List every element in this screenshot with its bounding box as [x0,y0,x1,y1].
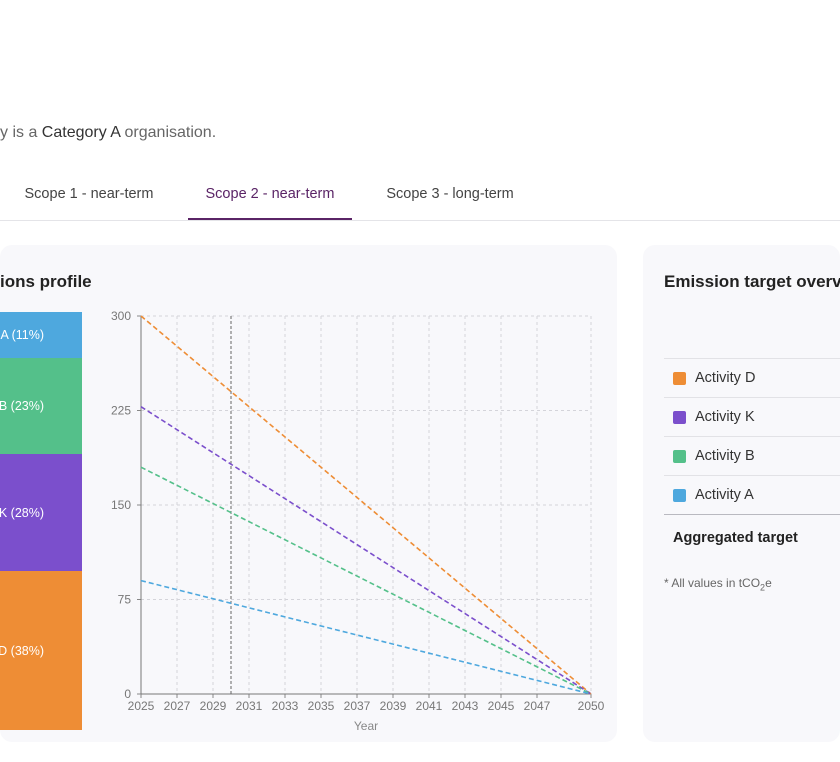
row-label: Activity B [695,448,755,464]
intro-suffix: organisation. [120,124,217,141]
swatch-icon [673,371,686,385]
row-label: Activity D [695,370,756,386]
swatch-icon [673,410,686,424]
x-tick-label: 2035 [308,699,335,713]
x-tick-label: 2029 [200,699,227,713]
emission-reduction-chart: 2025 2027 2029 2031 2033 2035 2037 2039 2041 2043… [111,309,605,733]
x-tick-label: 2043 [452,699,479,713]
x-tick-label: 2033 [272,699,299,713]
series-line [140,579,592,695]
scope-tabs: Scope 1 - near-term Scope 2 - near-term … [0,178,840,221]
x-axis-title: Year [354,719,378,733]
footnote-suffix: e [765,576,772,590]
y-tick-label: 300 [111,309,131,323]
x-tick-label: 2050 [578,699,605,713]
y-tick-label: 0 [124,687,131,701]
profile-card-title: ions profile [0,272,92,291]
table-row: Activity B [664,437,840,476]
row-label: Activity K [695,409,755,425]
intro-category: Category A [41,124,121,141]
stack-segment-k: K (28%) [0,454,82,571]
stack-segment-d: D (38%) [0,571,82,730]
x-tick-label: 2027 [164,699,191,713]
footnote-subscript: 2 [760,582,766,593]
x-tick-label: 2031 [236,699,263,713]
table-row: Activity A [664,476,840,515]
x-tick-label: 2025 [128,699,155,713]
tab-scope-3[interactable]: Scope 3 - long-term [386,186,514,202]
intro-text: y is a Category A organisation. [0,124,216,142]
x-tick-label: 2039 [380,699,407,713]
swatch-icon [673,449,686,463]
stack-segment-b: B (23%) [0,358,82,454]
series-line [140,466,592,695]
x-tick-label: 2041 [416,699,443,713]
y-tick-label: 75 [118,593,132,607]
stack-segment-a: A (11%) [0,312,82,358]
y-tick-label: 150 [111,498,131,512]
tab-scope-1[interactable]: Scope 1 - near-term [24,186,154,202]
intro-prefix: y is a [0,124,42,141]
series-line [140,315,592,695]
x-tick-label: 2045 [488,699,515,713]
y-tick-label: 225 [111,404,131,418]
series-line [140,406,592,695]
table-row: Activity D [664,359,840,398]
tab-scope-2[interactable]: Scope 2 - near-term [188,178,352,220]
target-card-title: Emission target overvi [664,272,840,291]
row-label: Activity A [695,487,754,503]
table-top-divider [664,358,840,359]
x-tick-label: 2037 [344,699,371,713]
swatch-icon [673,488,686,502]
table-row: Activity K [664,398,840,437]
units-footnote: * All values in tCO2e [664,576,772,592]
footnote-prefix: * All values in tCO [664,576,761,590]
x-tick-label: 2047 [524,699,551,713]
emissions-profile-card: ions profile A (11%) B (23%) K (28%) D (… [0,245,617,742]
aggregated-target-label: Aggregated target [673,530,798,546]
